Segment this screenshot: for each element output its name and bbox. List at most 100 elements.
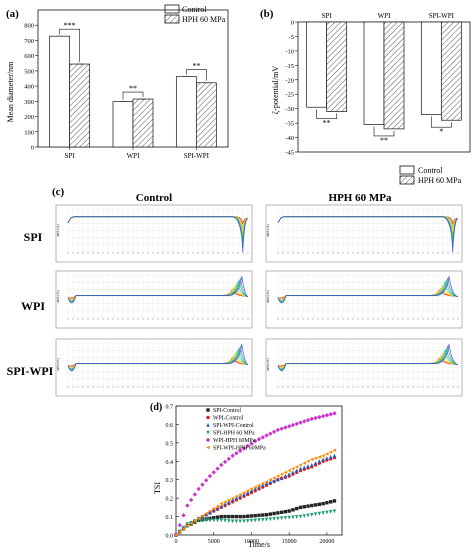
data-point: [196, 486, 201, 492]
data-point: [181, 525, 186, 530]
y-tick-label: 400: [24, 84, 34, 91]
y-axis-label: ΔBS (%): [266, 289, 270, 302]
y-tick-label: 0.7: [166, 405, 174, 411]
data-point: [204, 512, 208, 517]
data-point: [230, 496, 235, 500]
y-tick-label: 0.5: [166, 441, 174, 447]
x-tick-label: WPI: [127, 152, 141, 160]
data-point: [276, 511, 280, 515]
data-point: [321, 457, 325, 462]
bs-profile-curve: [67, 343, 249, 372]
data-point: [177, 522, 182, 528]
bs-profile-curve: [277, 352, 459, 369]
significance-bracket: [431, 116, 452, 128]
data-point: [219, 504, 223, 509]
data-point: [332, 509, 337, 514]
y-tick-label: 0.6: [166, 423, 174, 429]
x-tick-label: 0: [175, 539, 178, 545]
data-point: [238, 519, 242, 524]
axis-label-y: ζ-potential/mV: [271, 66, 280, 114]
data-point: [310, 503, 314, 508]
y-tick-label: 600: [24, 53, 34, 60]
data-point: [332, 411, 337, 416]
data-point: [227, 514, 231, 519]
data-point: [223, 514, 227, 519]
data-point: [208, 516, 212, 521]
data-point: [305, 459, 310, 463]
data-point: [219, 501, 223, 506]
bs-profile-curve: [67, 348, 249, 370]
data-point: [242, 492, 246, 497]
significance-marker: *: [439, 127, 443, 136]
data-point: [230, 453, 235, 458]
panel-d-label: (d): [150, 402, 162, 413]
significance-marker: ***: [64, 21, 76, 30]
subplot-frame: [55, 270, 253, 329]
significance-bracket: [316, 109, 337, 119]
y-axis-label: ΔBS (%): [266, 357, 270, 370]
data-point: [328, 450, 333, 454]
legend-label-control: Control: [418, 166, 443, 175]
x-tick-label: SPI-WPI: [429, 12, 455, 20]
data-point: [219, 518, 223, 523]
axis-label-x: Time/s: [248, 540, 270, 549]
data-point: [294, 421, 299, 427]
bs-profile-curve: [277, 275, 459, 304]
data-point: [245, 443, 250, 449]
data-point: [237, 448, 243, 454]
data-point: [264, 517, 269, 522]
data-point: [219, 514, 223, 519]
data-point: [264, 479, 269, 484]
data-point: [230, 497, 235, 502]
data-point: [260, 435, 265, 440]
y-tick-label: 200: [24, 114, 34, 121]
significance-marker: **: [129, 84, 137, 93]
data-point: [208, 518, 212, 523]
y-tick-label: 300: [24, 99, 34, 106]
subplot-frame: [265, 338, 463, 397]
bs-subplot: ΔBS (%): [265, 338, 463, 397]
data-point: [310, 513, 314, 517]
data-point: [306, 504, 310, 508]
bs-profile-curve: [277, 216, 459, 253]
data-point: [206, 408, 210, 412]
bar-control: [306, 21, 328, 108]
data-point: [313, 461, 318, 465]
data-point: [234, 451, 239, 456]
data-series: [173, 411, 337, 538]
y-tick-label: -5: [289, 34, 294, 41]
y-tick-label: 0: [31, 145, 34, 152]
y-tick-label: 700: [24, 38, 34, 45]
bs-profile-curve: [277, 284, 459, 301]
data-point: [268, 480, 273, 484]
y-axis-label: ΔBS (%): [56, 223, 60, 236]
significance-bracket: [373, 126, 395, 137]
subplot-frame: [265, 270, 463, 329]
significance-bracket: [122, 91, 144, 100]
bs-subplot: ΔBS (%): [55, 204, 253, 263]
data-point: [298, 514, 303, 519]
y-axis-label: ΔBS (%): [56, 357, 60, 370]
data-point: [295, 506, 299, 511]
bs-profile-curve: [67, 346, 249, 371]
data-point: [188, 521, 193, 526]
data-point: [264, 433, 269, 438]
data-point: [291, 508, 295, 512]
y-tick-label: -20: [285, 77, 294, 84]
bar-hph: [326, 21, 348, 112]
data-point: [279, 475, 284, 480]
significance-marker: **: [323, 119, 331, 128]
data-point: [207, 509, 212, 513]
data-point: [309, 416, 315, 422]
bar-control: [420, 21, 442, 115]
data-point: [215, 504, 220, 508]
x-tick-label: 10000: [244, 539, 259, 545]
subplot-frame: [55, 204, 253, 263]
data-point: [208, 510, 212, 515]
data-point: [313, 415, 318, 421]
bar-hph: [195, 82, 217, 148]
legend-swatch-control: [164, 4, 180, 14]
data-point: [324, 452, 329, 456]
data-point: [332, 448, 337, 452]
data-point: [200, 518, 205, 523]
